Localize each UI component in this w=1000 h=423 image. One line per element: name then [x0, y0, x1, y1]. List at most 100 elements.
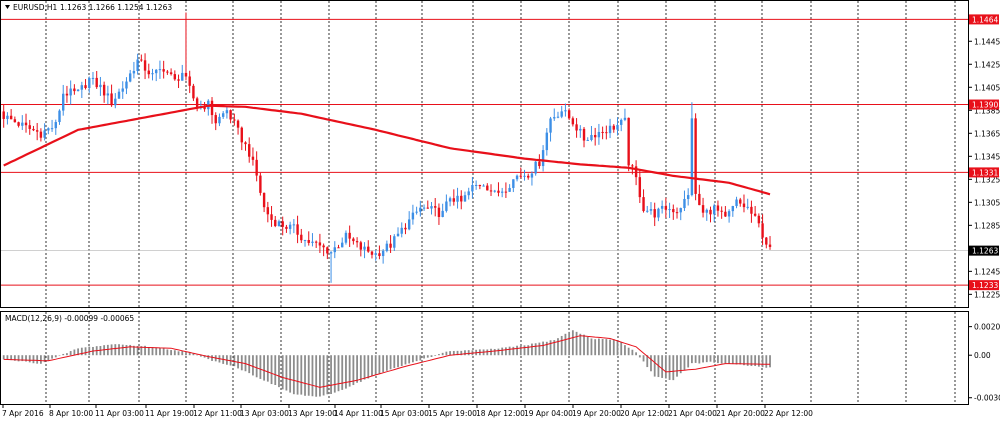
macd-bar — [542, 341, 544, 356]
macd-bar — [769, 355, 771, 368]
macd-bar — [278, 355, 280, 388]
macd-bar — [713, 355, 716, 363]
macd-bar — [531, 343, 533, 356]
price-tick-label: 1.1445 — [974, 37, 1000, 46]
candle-body — [314, 241, 318, 243]
macd-bar — [709, 355, 712, 362]
macd-bar — [586, 336, 589, 356]
candle-body — [110, 93, 113, 106]
candle-body — [266, 207, 270, 215]
candle-body — [683, 198, 686, 209]
candle-body — [292, 224, 296, 226]
price-tag-box — [969, 167, 999, 178]
candle-body — [132, 70, 136, 74]
time-tick-label: 18 Apr 12:00 — [476, 409, 525, 418]
macd-bar — [702, 355, 704, 363]
macd-bar — [631, 349, 634, 356]
candle-body — [441, 210, 444, 217]
macd-bar — [571, 330, 574, 356]
macd-bar — [36, 355, 39, 364]
candle-body — [709, 209, 712, 215]
macd-bar — [534, 343, 537, 356]
macd-bar — [337, 355, 340, 392]
macd-bar — [285, 355, 288, 391]
macd-bar — [84, 347, 87, 356]
price-tick-label: 1.1405 — [974, 83, 1000, 92]
macd-bar — [330, 355, 332, 395]
candle-body — [378, 253, 381, 257]
macd-bar — [252, 355, 254, 376]
candle-body — [649, 209, 653, 211]
time-axis: 7 Apr 2016 8 Apr 10:00 11 Apr 03:00 11 Apr … — [2, 404, 813, 418]
macd-bar — [270, 355, 273, 385]
candle-body — [642, 197, 645, 212]
macd-bar — [69, 351, 72, 356]
candle-body — [6, 115, 9, 119]
candle-body — [605, 132, 608, 134]
macd-bar — [691, 355, 693, 364]
time-tick-label: 8 Apr 10:00 — [49, 409, 93, 418]
macd-bar — [43, 355, 46, 363]
macd-bar — [456, 350, 459, 356]
macd-bar — [761, 355, 764, 368]
candle-body — [597, 131, 601, 138]
macd-bar — [672, 355, 675, 381]
macd-bar — [133, 345, 135, 356]
macd-bar — [136, 345, 139, 356]
candle-body — [437, 207, 441, 217]
macd-bar — [77, 348, 79, 356]
candle-body — [653, 209, 656, 218]
macd-bar — [281, 355, 284, 390]
macd-bar — [54, 355, 57, 358]
time-tick-label: 11 Apr 19:00 — [145, 409, 194, 418]
price-tick-label: 1.1385 — [974, 106, 1000, 115]
macd-bar — [106, 344, 109, 356]
macd-bar — [720, 355, 723, 364]
macd-panel[interactable] — [0, 311, 969, 405]
macd-bar — [735, 355, 738, 365]
candle-body — [248, 144, 251, 157]
candle-body — [296, 224, 299, 235]
macd-bar — [426, 355, 429, 358]
macd-bar — [170, 350, 172, 356]
candle-body — [114, 98, 117, 106]
candle-body — [352, 238, 355, 242]
candle-body — [363, 246, 366, 250]
candle-body — [724, 211, 727, 217]
macd-bar — [519, 345, 522, 356]
candle-body — [50, 128, 54, 130]
macd-bar — [118, 344, 120, 356]
candle-body — [765, 237, 768, 245]
candle-body — [188, 76, 191, 86]
macd-bar — [382, 355, 385, 373]
candle-body — [746, 206, 749, 208]
macd-bar — [676, 355, 678, 377]
macd-bar — [66, 353, 68, 356]
candle-body — [173, 74, 177, 80]
candle-body — [519, 175, 522, 177]
candle-body — [713, 205, 716, 215]
candle-body — [281, 221, 284, 227]
macd-bar — [568, 331, 571, 356]
candle-body — [88, 78, 91, 89]
candle-body — [128, 73, 132, 82]
candle-body — [646, 210, 649, 212]
macd-bar — [121, 344, 124, 356]
macd-bar — [80, 347, 83, 356]
candle-body — [675, 212, 679, 214]
candle-body — [508, 187, 511, 192]
dropdown-triangle-icon[interactable] — [5, 5, 10, 9]
macd-bar — [159, 347, 161, 356]
macd-bar — [166, 349, 169, 356]
macd-bar — [389, 355, 392, 370]
candle-body — [65, 93, 69, 96]
candle-body — [76, 89, 80, 92]
candle-body — [560, 111, 563, 117]
macd-bar — [583, 334, 585, 356]
candle-body — [742, 203, 746, 208]
candle-body — [612, 125, 615, 130]
macd-bar — [527, 345, 530, 356]
candle-body — [195, 98, 199, 109]
macd-bar — [199, 355, 202, 357]
